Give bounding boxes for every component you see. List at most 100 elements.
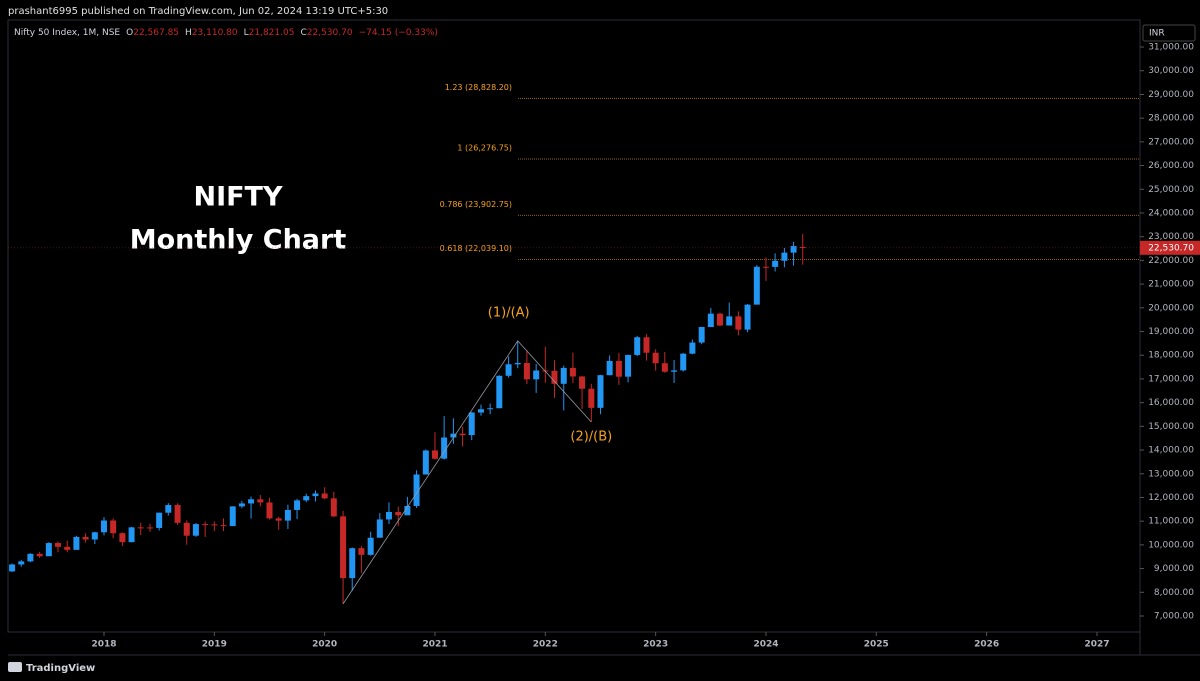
y-tick-label: 24,000.00	[1148, 208, 1194, 218]
fib-label: 0.786 (23,902.75)	[440, 200, 512, 209]
legend-item: Nifty 50 Index, 1M, NSE	[14, 28, 120, 38]
y-tick-label: 8,000.00	[1154, 588, 1194, 598]
candle-body	[9, 564, 16, 572]
candle-body	[238, 503, 245, 507]
candle-body	[211, 524, 218, 526]
x-tick-label: 2023	[643, 640, 668, 650]
candle-body	[726, 316, 733, 326]
legend-item: 23,110.80	[192, 28, 238, 38]
y-tick-label: 12,000.00	[1148, 493, 1194, 503]
y-tick-label: 13,000.00	[1148, 469, 1194, 479]
y-tick-label: 27,000.00	[1148, 137, 1194, 147]
currency-box[interactable]	[1142, 24, 1196, 42]
y-tick-label: 25,000.00	[1148, 185, 1194, 195]
y-tick-label: 23,000.00	[1148, 232, 1194, 242]
candle-body	[18, 561, 25, 565]
y-tick-label: 31,000.00	[1148, 43, 1194, 53]
candle-body	[404, 505, 411, 516]
candle-body	[735, 316, 742, 330]
chart-title: NIFTY	[193, 182, 283, 213]
candle-body	[643, 337, 650, 353]
candle-body	[183, 522, 190, 536]
candle-body	[82, 536, 89, 540]
x-tick-label: 2024	[753, 640, 778, 650]
candle-body	[312, 493, 319, 497]
candle-body	[606, 360, 613, 376]
y-tick-label: 21,000.00	[1148, 280, 1194, 290]
candle-body	[330, 498, 337, 517]
candle-body	[64, 546, 71, 550]
x-tick-label: 2022	[533, 640, 558, 650]
candle-body	[762, 266, 769, 268]
candle-body	[266, 502, 273, 519]
candle-body	[192, 524, 199, 536]
candle-body	[753, 266, 760, 305]
candle-body	[514, 362, 521, 365]
candle-body	[799, 246, 806, 248]
candle-body	[597, 375, 604, 408]
footer-logo	[8, 662, 22, 672]
candle-body	[128, 527, 135, 543]
wave-line	[342, 340, 592, 605]
candle-body	[321, 493, 328, 499]
candle-body	[27, 553, 34, 562]
candle-body	[744, 304, 751, 330]
wave-label: (2)/(B)	[570, 430, 612, 445]
candle-body	[202, 524, 209, 526]
candle-body	[73, 536, 80, 550]
candle-body	[450, 433, 457, 438]
last-price-tag	[1140, 240, 1200, 255]
y-tick-label: 28,000.00	[1148, 114, 1194, 124]
y-tick-label: 15,000.00	[1148, 422, 1194, 432]
y-tick-label: 19,000.00	[1148, 327, 1194, 337]
candle-body	[560, 367, 567, 384]
candle-body	[165, 505, 172, 513]
publish-header: prashant6995 published on TradingView.co…	[8, 6, 388, 17]
candle-body	[661, 363, 668, 372]
y-tick-label: 11,000.00	[1148, 517, 1194, 527]
candle-body	[303, 496, 310, 501]
y-tick-label: 20,000.00	[1148, 303, 1194, 313]
candle-body	[137, 527, 144, 529]
candle-body	[395, 511, 402, 516]
candle-body	[146, 527, 153, 529]
last-price-label: 22,530.70	[1148, 243, 1194, 253]
footer-brand: TradingView	[26, 663, 95, 674]
candle-body	[174, 505, 181, 523]
y-tick-label: 18,000.00	[1148, 351, 1194, 361]
y-tick-label: 26,000.00	[1148, 161, 1194, 171]
candle-body	[496, 375, 503, 409]
legend-item: −74.15 (−0.33%)	[359, 28, 438, 38]
candle-body	[284, 509, 291, 521]
candle-body	[431, 450, 438, 459]
chart-subtitle: Monthly Chart	[130, 225, 347, 256]
candle-body	[689, 342, 696, 354]
candle-body	[413, 474, 420, 506]
legend-item: 21,821.05	[249, 28, 295, 38]
candle-body	[422, 450, 429, 475]
x-tick-label: 2021	[422, 640, 447, 650]
x-tick-label: 2026	[974, 640, 999, 650]
candle-body	[119, 533, 126, 543]
candle-body	[772, 260, 779, 267]
candle-body	[110, 520, 117, 534]
candle-body	[459, 433, 466, 436]
candle-body	[487, 408, 494, 410]
y-tick-label: 29,000.00	[1148, 90, 1194, 100]
candle-body	[54, 543, 61, 547]
legend-item: 22,567.85	[133, 28, 179, 38]
candle-body	[468, 412, 475, 436]
candle-body	[671, 370, 678, 372]
candle-body	[91, 532, 98, 540]
candle-body	[790, 246, 797, 253]
y-tick-label: 14,000.00	[1148, 446, 1194, 456]
currency-label[interactable]: INR	[1149, 29, 1165, 39]
candle-body	[477, 409, 484, 413]
y-tick-label: 9,000.00	[1154, 564, 1194, 574]
candle-body	[781, 252, 788, 261]
candle-body	[275, 518, 282, 521]
x-tick-label: 2025	[864, 640, 889, 650]
candle-body	[294, 500, 301, 510]
y-tick-label: 30,000.00	[1148, 66, 1194, 76]
